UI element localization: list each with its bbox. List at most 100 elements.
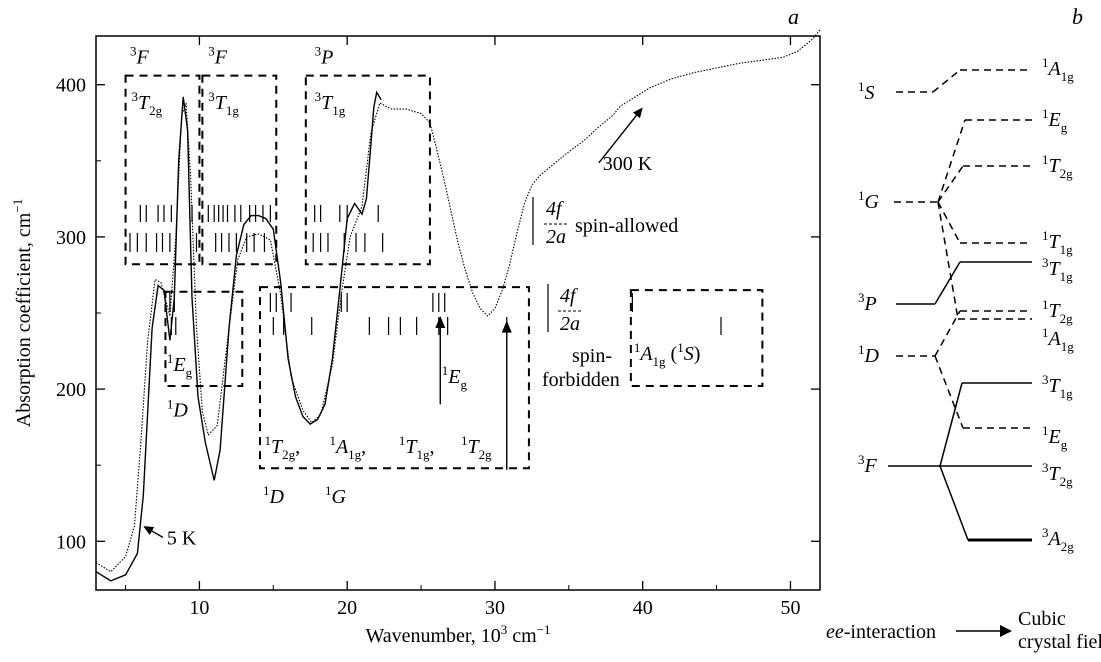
term-right-main: T <box>1049 375 1062 397</box>
level-lines <box>888 69 1032 542</box>
a1g-1s-part: ( <box>666 343 678 365</box>
y-tick-label: 300 <box>56 227 86 249</box>
term-label-main: E <box>447 366 460 388</box>
term-label: 1Eg <box>167 351 193 380</box>
term-label-sup: 1 <box>442 363 449 378</box>
a1g-1s-part: ) <box>694 343 701 365</box>
term-label-main: E <box>172 354 185 376</box>
term-label-sup: 1 <box>263 483 270 498</box>
term-label-sup: 3 <box>315 89 322 104</box>
term-label-sub: g <box>460 377 467 392</box>
stick-legend-lower-4f: 4f <box>560 285 578 307</box>
term-right-sup: 1 <box>1042 55 1049 70</box>
combined-term-label: 1T2g, <box>264 433 300 462</box>
term-right: 1Eg <box>1042 106 1068 135</box>
term-right-main: T <box>1049 231 1062 253</box>
term-box <box>304 74 431 266</box>
stick-legend-lower-2a: 2a <box>560 313 580 335</box>
term-right-main: T <box>1049 258 1062 280</box>
term-box <box>124 74 201 266</box>
term-right-main: T <box>1049 155 1062 177</box>
temperature-label: 300 K <box>603 153 653 175</box>
term-right-sup: 1 <box>1042 152 1049 167</box>
cubic-label: Cubic <box>1018 608 1066 630</box>
term-box <box>164 290 244 388</box>
combined-term-label-sub: 2g <box>479 447 493 462</box>
term-left-1G: 1G <box>858 188 880 213</box>
energy-level-diagram: b 1S 1G 3P 1D 3F <box>826 4 1101 653</box>
box-parent-term-main: P <box>320 46 333 68</box>
stick-legend-upper-2a: 2a <box>546 226 566 248</box>
term-right-sup: 1 <box>1042 297 1049 312</box>
term-right: 1T1g <box>1042 228 1073 257</box>
term-right: 1T2g <box>1042 297 1073 326</box>
plot-frame <box>95 35 821 591</box>
term-boxes: 3F 3F 3P <box>124 43 764 470</box>
term-left-3F: 3F <box>858 452 878 477</box>
term-label-sup: 1 <box>167 396 174 411</box>
x-tick-label: 40 <box>633 597 653 619</box>
term-right-sup: 1 <box>1042 325 1049 340</box>
term-label-main: T <box>215 92 228 114</box>
a1g-1s-part: S <box>684 343 694 365</box>
term-right-main: A <box>1047 328 1062 350</box>
term-label-main: D <box>172 399 188 421</box>
term-label: 1G <box>325 483 347 508</box>
term-label: 3T1g <box>208 89 239 118</box>
term-label: 3T1g <box>315 89 346 118</box>
term-right: 3T1g <box>1042 372 1073 401</box>
y-tick-label: 400 <box>56 75 86 97</box>
spin-allowed-label: spin-allowed <box>575 215 678 237</box>
series-line-5k <box>95 90 382 582</box>
combined-term-label: 1A1g, <box>329 433 366 462</box>
temperature-arrow-head <box>632 107 643 119</box>
box-parent-term-sup: 3 <box>315 43 322 58</box>
spin-forbidden-label-1: spin- <box>572 345 612 367</box>
term-right-sub: 1g <box>1061 69 1075 84</box>
term-label-sub: 2g <box>149 103 163 118</box>
x-tick-label: 50 <box>780 597 800 619</box>
x-tick-label: 20 <box>337 597 357 619</box>
combined-term-label-sub: 1g <box>348 447 362 462</box>
combined-term-label-sup: 1 <box>264 433 271 448</box>
term-label-sub: 1g <box>226 103 240 118</box>
term-right: 1A1g <box>1042 55 1074 84</box>
term-right-main: A <box>1047 58 1062 80</box>
stick-legend-upper: 4f 2a spin-allowed <box>532 197 678 248</box>
term-right-sub: g <box>1061 120 1068 135</box>
combined-term-label-tail: , <box>361 436 366 458</box>
term-label-sup: 1 <box>167 351 174 366</box>
term-right-sup: 3 <box>1042 255 1049 270</box>
box-parent-term: 3F <box>208 43 228 68</box>
term-right-sub: g <box>1061 437 1068 452</box>
box-parent-term-main: F <box>214 46 228 68</box>
right-term-labels: 1A1g1Eg1T2g1T1g3T1g1T2g1A1g3T1g1Eg3T2g3A… <box>1042 55 1074 554</box>
a1g-1s-part: 1 <box>677 340 684 355</box>
term-right: 1A1g <box>1042 325 1074 354</box>
term-left-1S: 1S <box>858 79 875 104</box>
term-left-3P: 3P <box>858 290 877 315</box>
combined-term-label-sup: 1 <box>329 433 336 448</box>
term-label: 1D <box>167 396 189 421</box>
term-left-1D: 1D <box>858 342 880 367</box>
term-right-sup: 1 <box>1042 106 1049 121</box>
term-right: 3T1g <box>1042 255 1073 284</box>
up-arrow-head <box>435 316 446 329</box>
term-right-sup: 1 <box>1042 228 1049 243</box>
term-right-sub: 1g <box>1060 242 1074 257</box>
temperature-label: 5 K <box>167 527 197 549</box>
box-parent-term: 3F <box>130 43 150 68</box>
term-label-main: T <box>321 92 334 114</box>
term-right: 3A2g <box>1042 525 1074 554</box>
spin-forbidden-label-2: forbidden <box>542 369 620 391</box>
ee-interaction-label: ee-interaction <box>826 621 936 643</box>
term-right-main: A <box>1047 528 1062 550</box>
term-right-sub: 1g <box>1061 339 1075 354</box>
term-right-sup: 1 <box>1042 423 1049 438</box>
term-label-sub: 1g <box>332 103 346 118</box>
a1g-1s-part: 1 <box>634 340 641 355</box>
combined-term-label-main: A <box>334 436 349 458</box>
x-tick-label: 10 <box>189 597 209 619</box>
combined-term-label-sup: 1 <box>461 433 468 448</box>
